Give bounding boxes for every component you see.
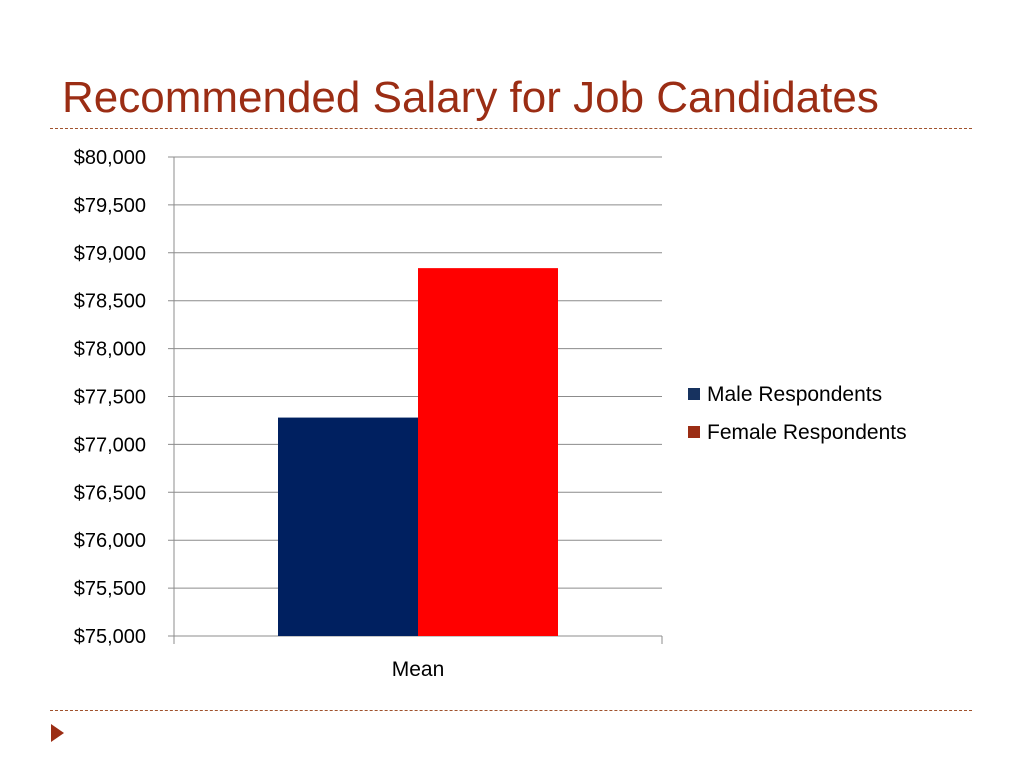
y-tick-label: $76,000 — [74, 530, 146, 552]
y-tick-label: $77,500 — [74, 387, 146, 409]
y-tick-label: $77,000 — [74, 434, 146, 456]
axes — [173, 157, 663, 644]
x-category-label: Mean — [392, 658, 445, 681]
bar-female-respondents — [418, 268, 558, 636]
bars — [278, 268, 558, 636]
bar-male-respondents — [278, 417, 418, 636]
title-divider — [50, 128, 972, 129]
gridlines — [168, 156, 662, 637]
y-tick-label: $75,500 — [74, 578, 146, 600]
y-tick-label: $80,000 — [74, 147, 146, 169]
legend-swatch — [688, 426, 700, 438]
y-tick-label: $76,500 — [74, 482, 146, 504]
play-arrow-icon[interactable] — [51, 724, 64, 742]
y-tick-label: $75,000 — [74, 626, 146, 648]
x-axis-labels: Mean — [392, 658, 445, 681]
y-axis-tick-labels: $75,000 $75,500 $76,000 $76,500 $77,000 $77,5… — [74, 147, 146, 648]
legend-swatch — [688, 388, 700, 400]
y-tick-label: $78,500 — [74, 291, 146, 313]
y-tick-label: $78,000 — [74, 339, 146, 361]
legend-label: Male Respondents — [707, 383, 882, 406]
y-tick-label: $79,500 — [74, 195, 146, 217]
slide-title: Recommended Salary for Job Candidates — [62, 73, 879, 122]
legend: Male Respondents Female Respondents — [688, 383, 907, 444]
y-tick-label: $79,000 — [74, 243, 146, 265]
legend-label: Female Respondents — [707, 421, 907, 444]
footer-divider — [50, 710, 972, 711]
